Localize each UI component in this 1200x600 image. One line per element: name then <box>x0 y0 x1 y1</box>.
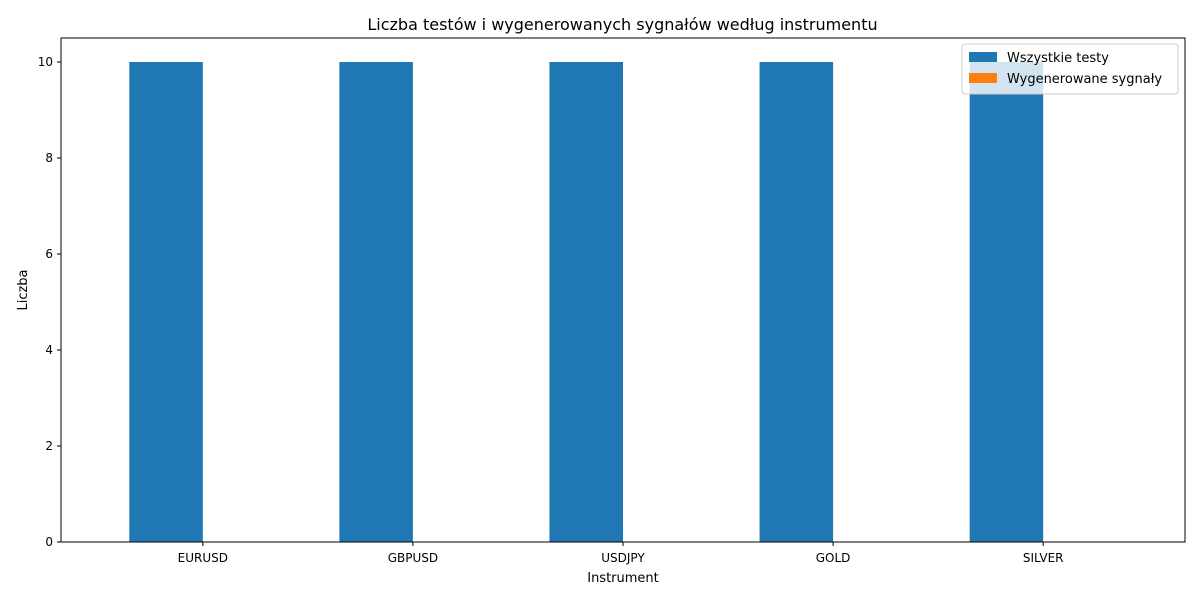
bar-0-eurusd <box>129 62 203 542</box>
x-axis: EURUSD GBPUSD USDJPY GOLD SILVER <box>178 542 1064 565</box>
bar-0-usdjpy <box>549 62 623 542</box>
y-tick-label: 8 <box>45 151 53 165</box>
x-tick-label-gbpusd: GBPUSD <box>388 551 438 565</box>
y-tick-label: 10 <box>38 55 53 69</box>
x-tick-label-silver: SILVER <box>1023 551 1064 565</box>
plot-frame <box>60 37 1186 543</box>
y-tick-label: 6 <box>45 247 53 261</box>
x-tick-label-usdjpy: USDJPY <box>601 551 645 565</box>
y-tick-label: 4 <box>45 343 53 357</box>
y-tick-label: 2 <box>45 439 53 453</box>
x-axis-label: Instrument <box>587 571 659 586</box>
legend-swatch-0 <box>969 52 997 62</box>
legend-swatch-1 <box>969 73 997 83</box>
y-tick-label: 0 <box>45 535 53 549</box>
legend: Wszystkie testy Wygenerowane sygnały <box>961 43 1179 95</box>
x-tick-label-gold: GOLD <box>816 551 851 565</box>
x-tick-label-eurusd: EURUSD <box>178 551 228 565</box>
chart-title: Liczba testów i wygenerowanych sygnałów … <box>367 15 877 34</box>
bar-0-gold <box>759 62 834 542</box>
bar-0-gbpusd <box>339 62 413 542</box>
legend-label-1: Wygenerowane sygnały <box>1007 72 1162 87</box>
y-axis: 0 2 4 6 8 10 <box>38 55 61 549</box>
bars-group <box>129 62 1044 542</box>
bar-0-silver <box>969 62 1044 542</box>
y-axis-label: Liczba <box>16 269 31 310</box>
legend-label-0: Wszystkie testy <box>1007 51 1109 66</box>
legend-box <box>961 43 1179 95</box>
